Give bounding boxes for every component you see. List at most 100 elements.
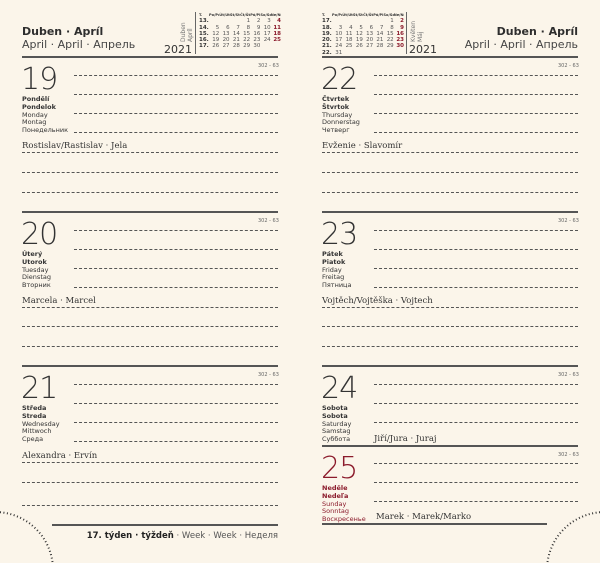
mini-calendar-day: 9	[400, 24, 404, 31]
header-subtitle: April · April · Апрель	[464, 38, 578, 51]
writing-line[interactable]	[322, 346, 578, 347]
mini-calendar-day: 18	[273, 30, 281, 37]
weekday-name: Четверг	[322, 126, 350, 135]
week-number-label: 17. týden · týždeň	[86, 531, 174, 541]
writing-line[interactable]	[74, 403, 278, 404]
right-perforation	[546, 511, 600, 563]
weekday-name: Nedeľa	[322, 491, 349, 500]
writing-line[interactable]	[374, 75, 578, 76]
weekday-name: Samstag	[322, 427, 351, 436]
writing-line[interactable]	[74, 230, 278, 231]
mini-calendar-header: Čt/Št	[240, 13, 251, 17]
writing-line[interactable]	[22, 326, 278, 327]
writing-line[interactable]	[374, 268, 578, 269]
mini-calendar-day: 26	[355, 43, 363, 50]
mini-calendar-day: 20	[366, 37, 374, 44]
day-number: 22	[321, 62, 358, 97]
writing-line[interactable]	[22, 172, 278, 173]
writing-line[interactable]	[374, 132, 578, 133]
writing-line[interactable]	[322, 172, 578, 173]
week-number: 21.	[322, 43, 332, 50]
writing-line[interactable]	[74, 94, 278, 95]
mini-calendar-day	[271, 43, 281, 49]
mini-calendar-header: Čt/Št	[363, 13, 374, 17]
day-separator	[322, 211, 578, 213]
print-code: 302 - 63	[558, 218, 579, 224]
print-code: 302 - 63	[258, 372, 279, 378]
mini-calendar-day: 2	[400, 18, 404, 25]
mini-calendar-day: 14	[376, 30, 384, 37]
mini-calendar-header: T.	[322, 13, 326, 17]
week-number: 15.	[199, 30, 209, 37]
header-subtitle: April · April · Апрель	[22, 38, 136, 51]
weekday-name: Суббота	[322, 435, 351, 444]
week-number: 17.	[199, 43, 209, 50]
writing-line[interactable]	[74, 268, 278, 269]
header-rule	[22, 56, 278, 58]
week-label: 17. týden · týždeň · Week · Week · Недел…	[87, 531, 278, 541]
writing-line[interactable]	[74, 441, 278, 442]
mini-calendar-day: 23	[396, 37, 404, 44]
writing-line[interactable]	[322, 192, 578, 193]
writing-line[interactable]	[22, 346, 278, 347]
writing-line[interactable]	[74, 132, 278, 133]
mini-calendar-day: 24	[335, 43, 343, 50]
mini-calendar-header: Ne/Ne	[393, 13, 404, 17]
writing-line[interactable]	[374, 422, 578, 423]
day-number: 25	[321, 451, 358, 486]
week-translations: · Week · Week · Неделя	[173, 531, 278, 541]
mini-calendar-day: 6	[226, 24, 230, 31]
print-code: 302 - 63	[258, 63, 279, 69]
mini-calendar-day: 3	[338, 24, 343, 31]
weekday-name: Neděle	[322, 484, 348, 492]
mini-calendar-day: 1	[246, 18, 251, 25]
week-number: 18.	[322, 24, 332, 31]
mini-calendar-day: 14	[232, 30, 240, 37]
writing-line[interactable]	[374, 94, 578, 95]
month-name: Květen	[410, 20, 417, 42]
writing-line[interactable]	[374, 482, 578, 483]
writing-line[interactable]	[74, 287, 278, 288]
mini-calendar-day: 13	[222, 30, 230, 37]
writing-line[interactable]	[74, 422, 278, 423]
month-vertical-label: Květen Máj	[410, 12, 424, 42]
mini-calendar-day: 11	[345, 30, 353, 37]
writing-line[interactable]	[374, 501, 578, 502]
mini-calendar-day: 28	[232, 43, 240, 50]
mini-calendar-day: 10	[263, 24, 271, 31]
nameday-text: Evženie · Slavomír	[322, 141, 403, 151]
writing-line[interactable]	[374, 249, 578, 250]
writing-line[interactable]	[374, 287, 578, 288]
writing-line[interactable]	[374, 113, 578, 114]
mini-calendar-day: 5	[215, 24, 220, 31]
nameday-text: Rostislav/Rastislav · Jela	[22, 141, 128, 151]
writing-line[interactable]	[374, 384, 578, 385]
print-code: 302 - 63	[558, 63, 579, 69]
writing-line[interactable]	[74, 384, 278, 385]
writing-line[interactable]	[374, 403, 578, 404]
writing-line[interactable]	[374, 230, 578, 231]
writing-line[interactable]	[322, 326, 578, 327]
weekday-name: Вторник	[22, 281, 51, 290]
writing-line[interactable]	[74, 249, 278, 250]
mini-calendar-day: 15	[386, 30, 394, 37]
writing-line[interactable]	[374, 463, 578, 464]
mini-calendar-header: So/So	[260, 13, 271, 17]
mini-calendar-day: 25	[273, 37, 281, 44]
writing-line[interactable]	[22, 192, 278, 193]
weekday-name: Piatok	[322, 257, 346, 266]
mini-calendar-day: 23	[253, 37, 261, 44]
day-separator	[22, 365, 278, 367]
print-code: 302 - 63	[258, 218, 279, 224]
writing-line[interactable]	[74, 75, 278, 76]
writing-line[interactable]	[22, 482, 278, 483]
writing-line[interactable]	[22, 505, 278, 506]
weekday-name: Понедельник	[22, 126, 68, 135]
mini-calendar-day: 21	[376, 37, 384, 44]
day-number: 20	[21, 217, 58, 252]
weekday-name: Úterý	[22, 250, 43, 258]
mini-calendar-day: 16	[253, 30, 261, 37]
nameday-line	[322, 152, 578, 153]
writing-line[interactable]	[74, 113, 278, 114]
